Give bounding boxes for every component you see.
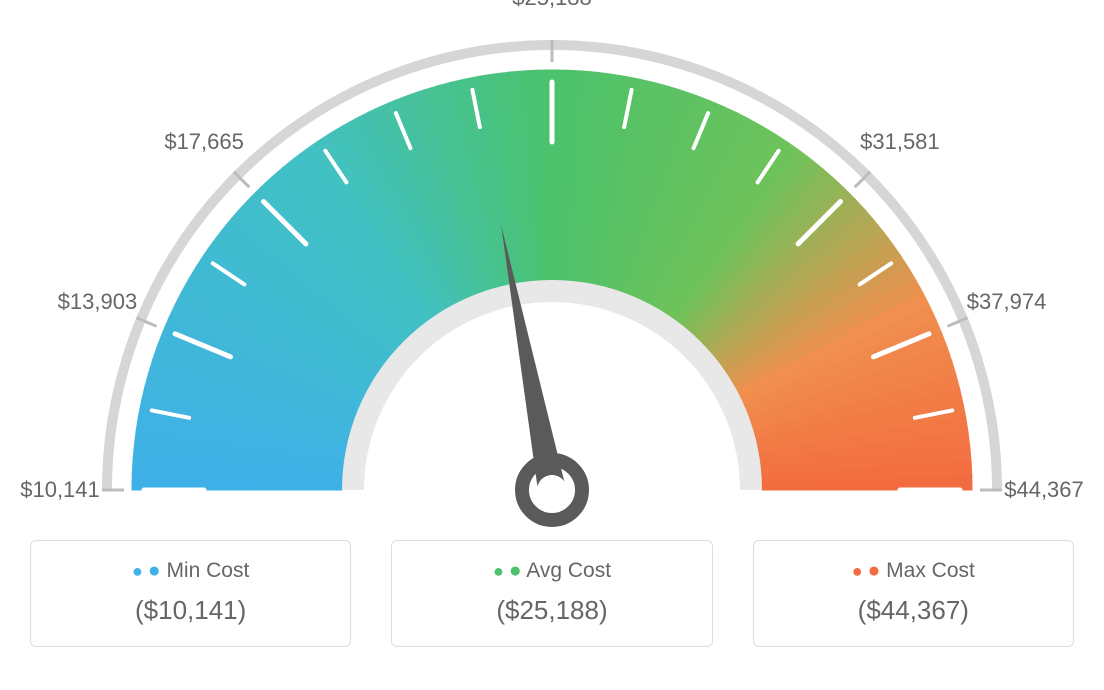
gauge-tick-label: $10,141	[20, 477, 100, 503]
gauge-tick-label: $44,367	[1004, 477, 1084, 503]
legend-title: ● Min Cost	[41, 559, 340, 583]
gauge-tick-label: $13,903	[58, 289, 138, 315]
gauge-tick-label: $31,581	[860, 129, 940, 155]
gauge-tick-label: $37,974	[967, 289, 1047, 315]
legend-value: ($25,188)	[402, 595, 701, 626]
gauge-tick-label: $17,665	[164, 129, 244, 155]
legend-value: ($10,141)	[41, 595, 340, 626]
gauge-chart: $10,141 $13,903 $17,665 $25,188 $31,581 $37,9…	[0, 0, 1104, 540]
legend-row: ● Min Cost($10,141)● Avg Cost($25,188)● …	[0, 540, 1104, 647]
legend-card-max-cost: ● Max Cost ($44,367)	[753, 540, 1074, 647]
legend-title: ● Avg Cost	[402, 559, 701, 583]
legend-title: ● Max Cost	[764, 559, 1063, 583]
legend-value: ($44,367)	[764, 595, 1063, 626]
gauge-tick-label: $25,188	[512, 0, 592, 11]
gauge-svg	[0, 0, 1104, 540]
legend-card-min-cost: ● Min Cost ($10,141)	[30, 540, 351, 647]
legend-card-avg-cost: ● Avg Cost ($25,188)	[391, 540, 712, 647]
